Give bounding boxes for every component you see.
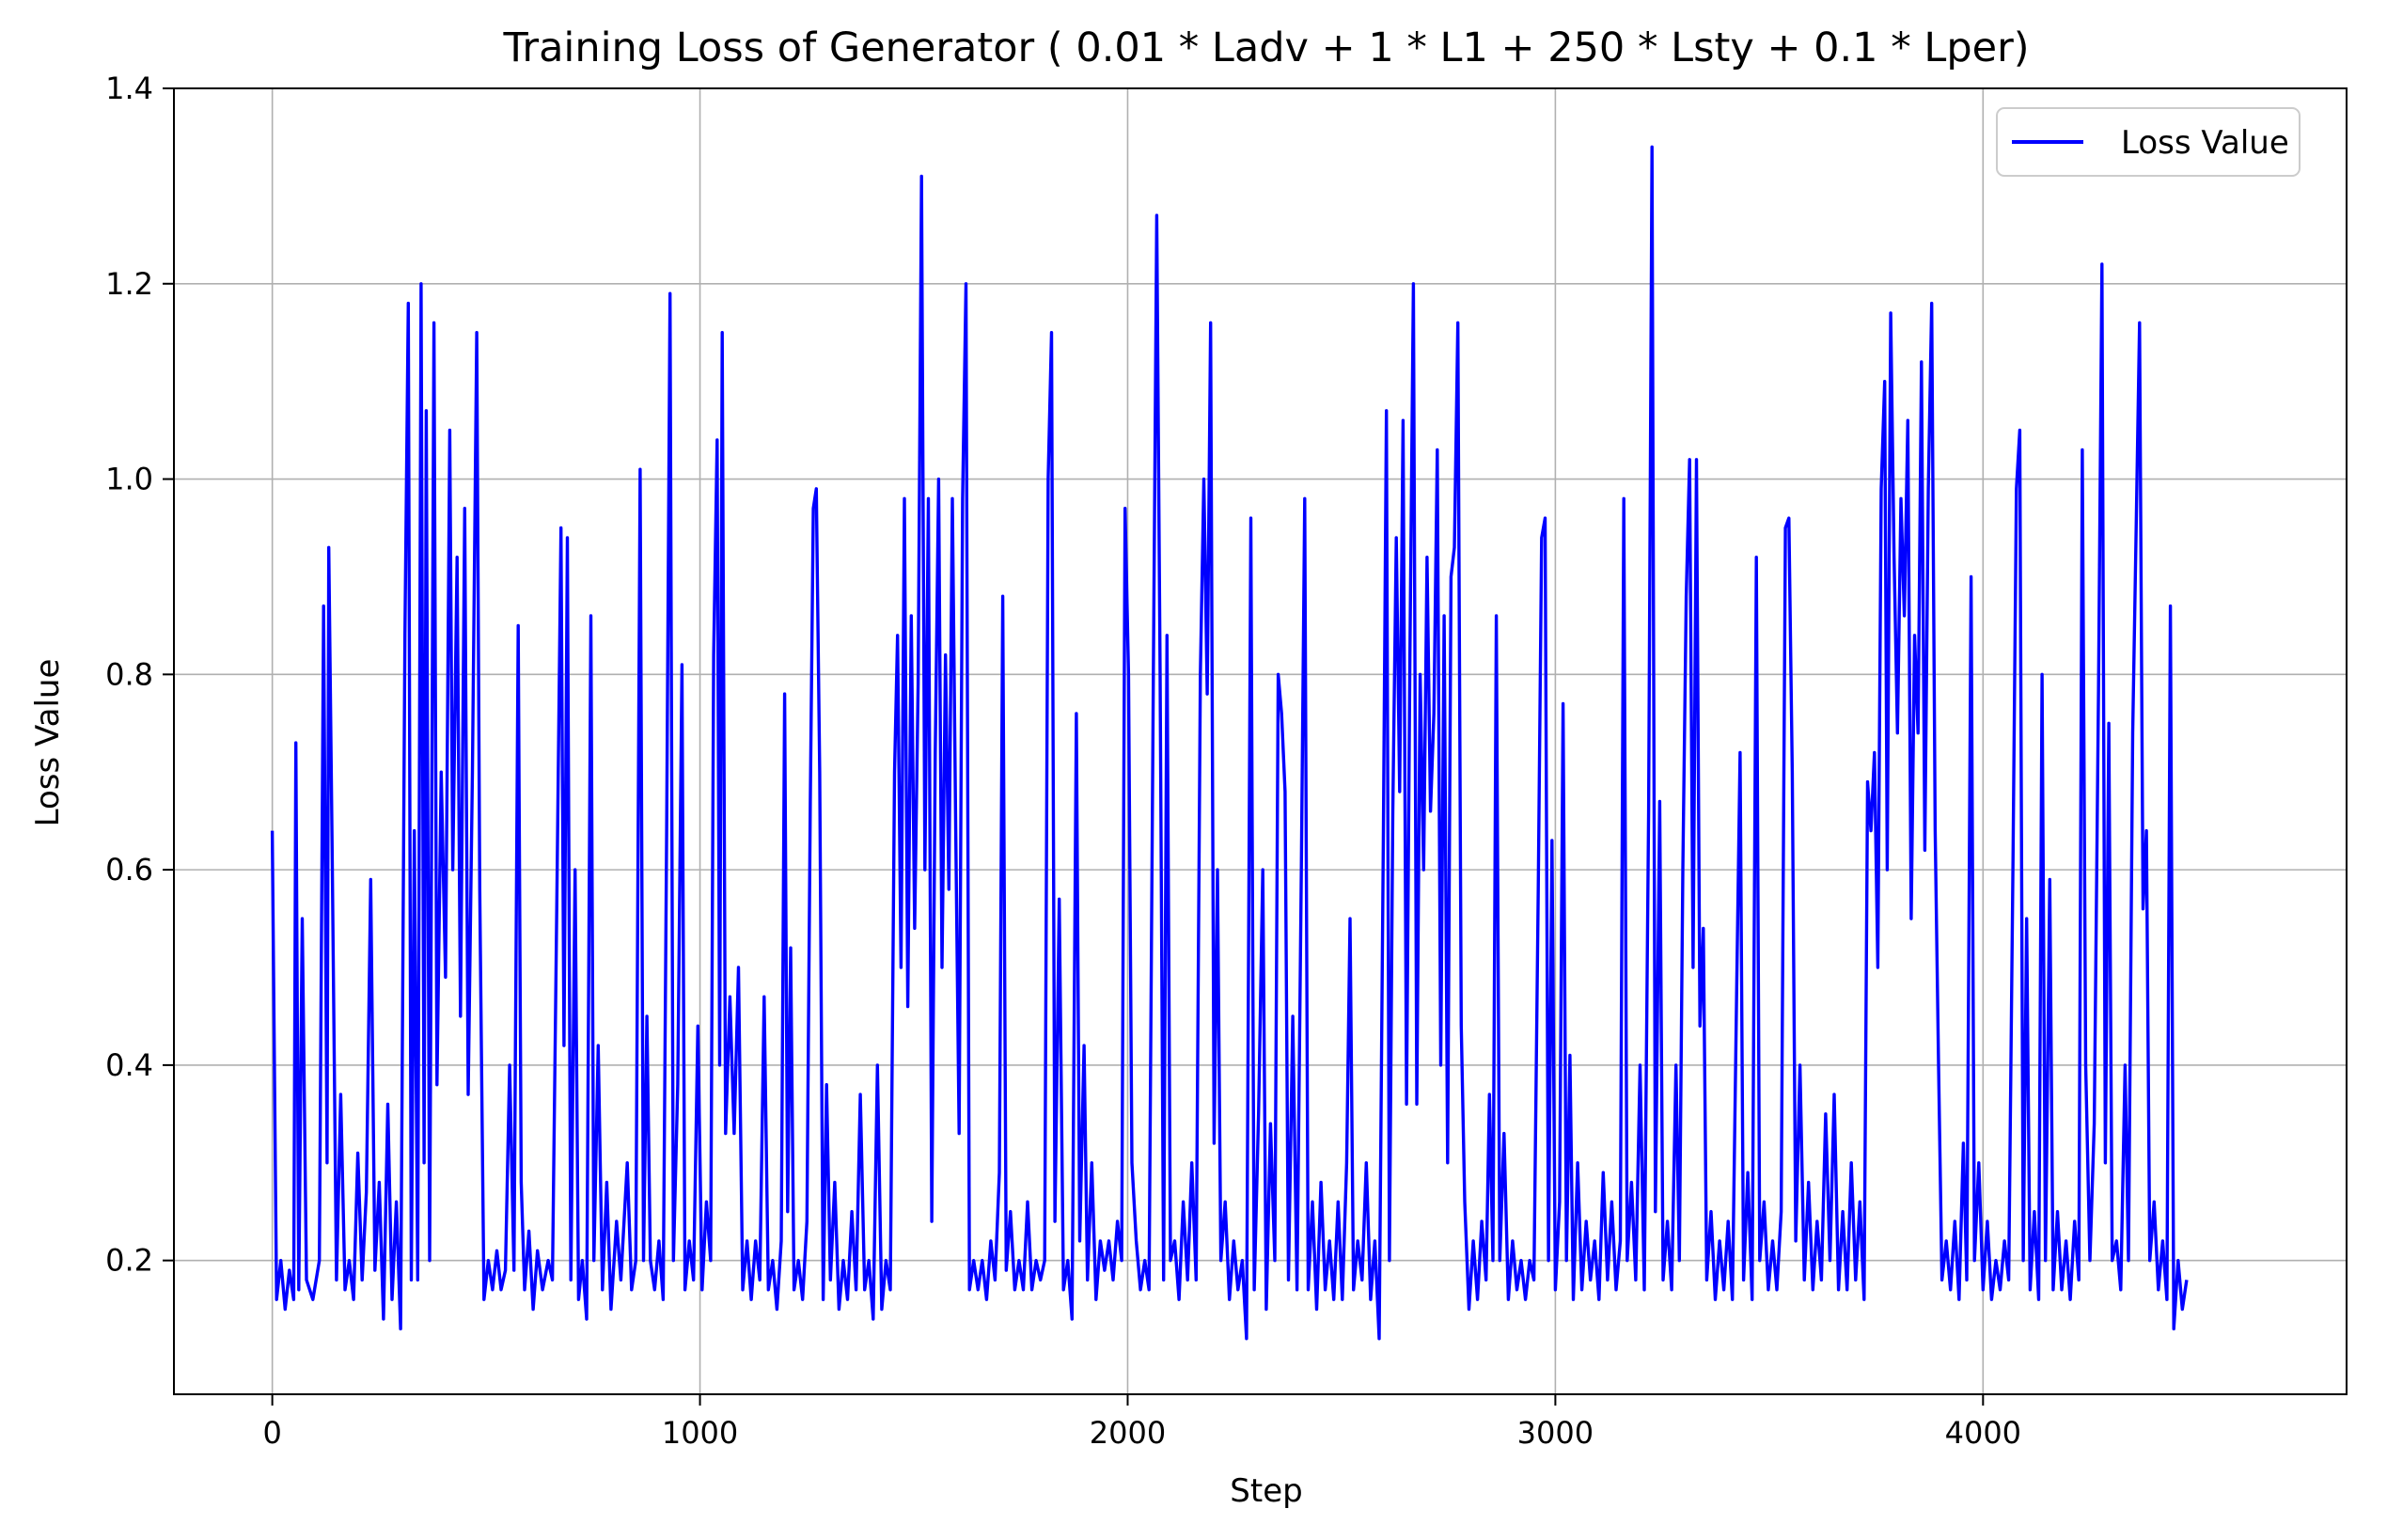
- chart-title: Training Loss of Generator ( 0.01 * Ladv…: [502, 24, 2029, 71]
- y-tick-label: 1.0: [105, 462, 153, 497]
- x-tick-label: 3000: [1517, 1415, 1594, 1451]
- x-tick-label: 1000: [662, 1415, 738, 1451]
- x-axis-label: Step: [1230, 1472, 1302, 1510]
- y-tick-label: 1.2: [105, 266, 153, 302]
- plot-area: [270, 145, 2189, 1341]
- x-axis-ticks: 0 1000 2000 3000 4000: [262, 1394, 2021, 1451]
- x-tick-label: 4000: [1945, 1415, 2021, 1451]
- x-tick-label: 2000: [1090, 1415, 1166, 1451]
- y-axis-label: Loss Value: [29, 659, 67, 827]
- y-axis-ticks: 0.2 0.4 0.6 0.8 1.0 1.2 1.4: [105, 71, 174, 1279]
- y-tick-label: 0.2: [105, 1243, 153, 1279]
- y-tick-label: 1.4: [105, 71, 153, 106]
- y-tick-label: 0.4: [105, 1047, 153, 1083]
- y-tick-label: 0.8: [105, 656, 153, 692]
- series-line-loss-value: [270, 145, 2189, 1341]
- legend-box: [1996, 107, 2301, 177]
- legend: Loss Value: [1996, 107, 2301, 177]
- legend-entry-loss-value: Loss Value: [2121, 124, 2289, 162]
- axes-frame: [173, 87, 2348, 1395]
- y-tick-label: 0.6: [105, 852, 153, 888]
- x-tick-label: 0: [262, 1415, 281, 1451]
